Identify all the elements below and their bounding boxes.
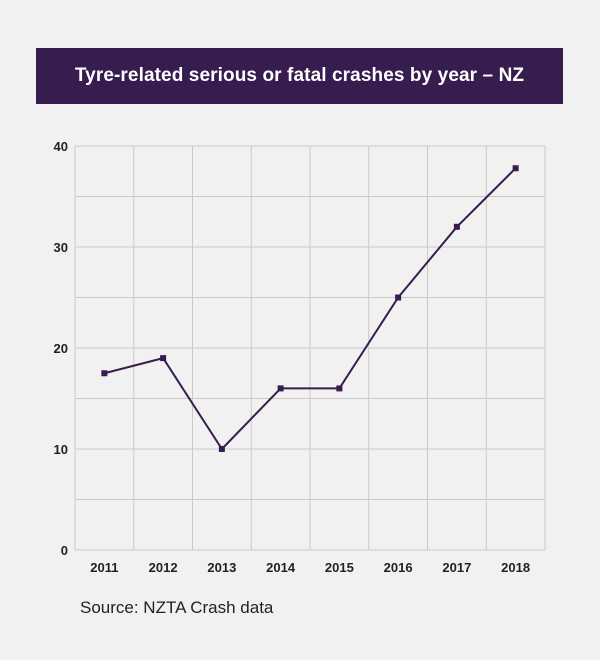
x-tick-label: 2014 <box>266 560 296 575</box>
y-tick-label: 30 <box>54 240 68 255</box>
data-point <box>218 446 225 452</box>
y-tick-label: 10 <box>54 442 68 457</box>
x-tick-label: 2013 <box>207 560 236 575</box>
series-line <box>104 167 517 450</box>
x-tick-label: 2011 <box>90 560 118 575</box>
x-tick-label: 2018 <box>501 560 530 575</box>
y-tick-label: 0 <box>61 543 68 558</box>
y-tick-label: 40 <box>54 139 68 154</box>
x-tick-label: 2015 <box>325 560 354 575</box>
data-point <box>101 370 108 377</box>
x-tick-label: 2017 <box>442 560 471 575</box>
data-point <box>395 294 402 301</box>
data-point <box>160 355 167 362</box>
data-point <box>336 385 343 392</box>
y-tick-label: 20 <box>54 341 68 356</box>
x-tick-label: 2016 <box>384 560 413 575</box>
data-point <box>453 223 460 230</box>
data-point <box>512 165 519 172</box>
source-note: Source: NZTA Crash data <box>80 598 274 617</box>
x-tick-label: 2012 <box>149 560 178 575</box>
chart-title: Tyre-related serious or fatal crashes by… <box>36 48 563 104</box>
data-point <box>277 385 284 392</box>
